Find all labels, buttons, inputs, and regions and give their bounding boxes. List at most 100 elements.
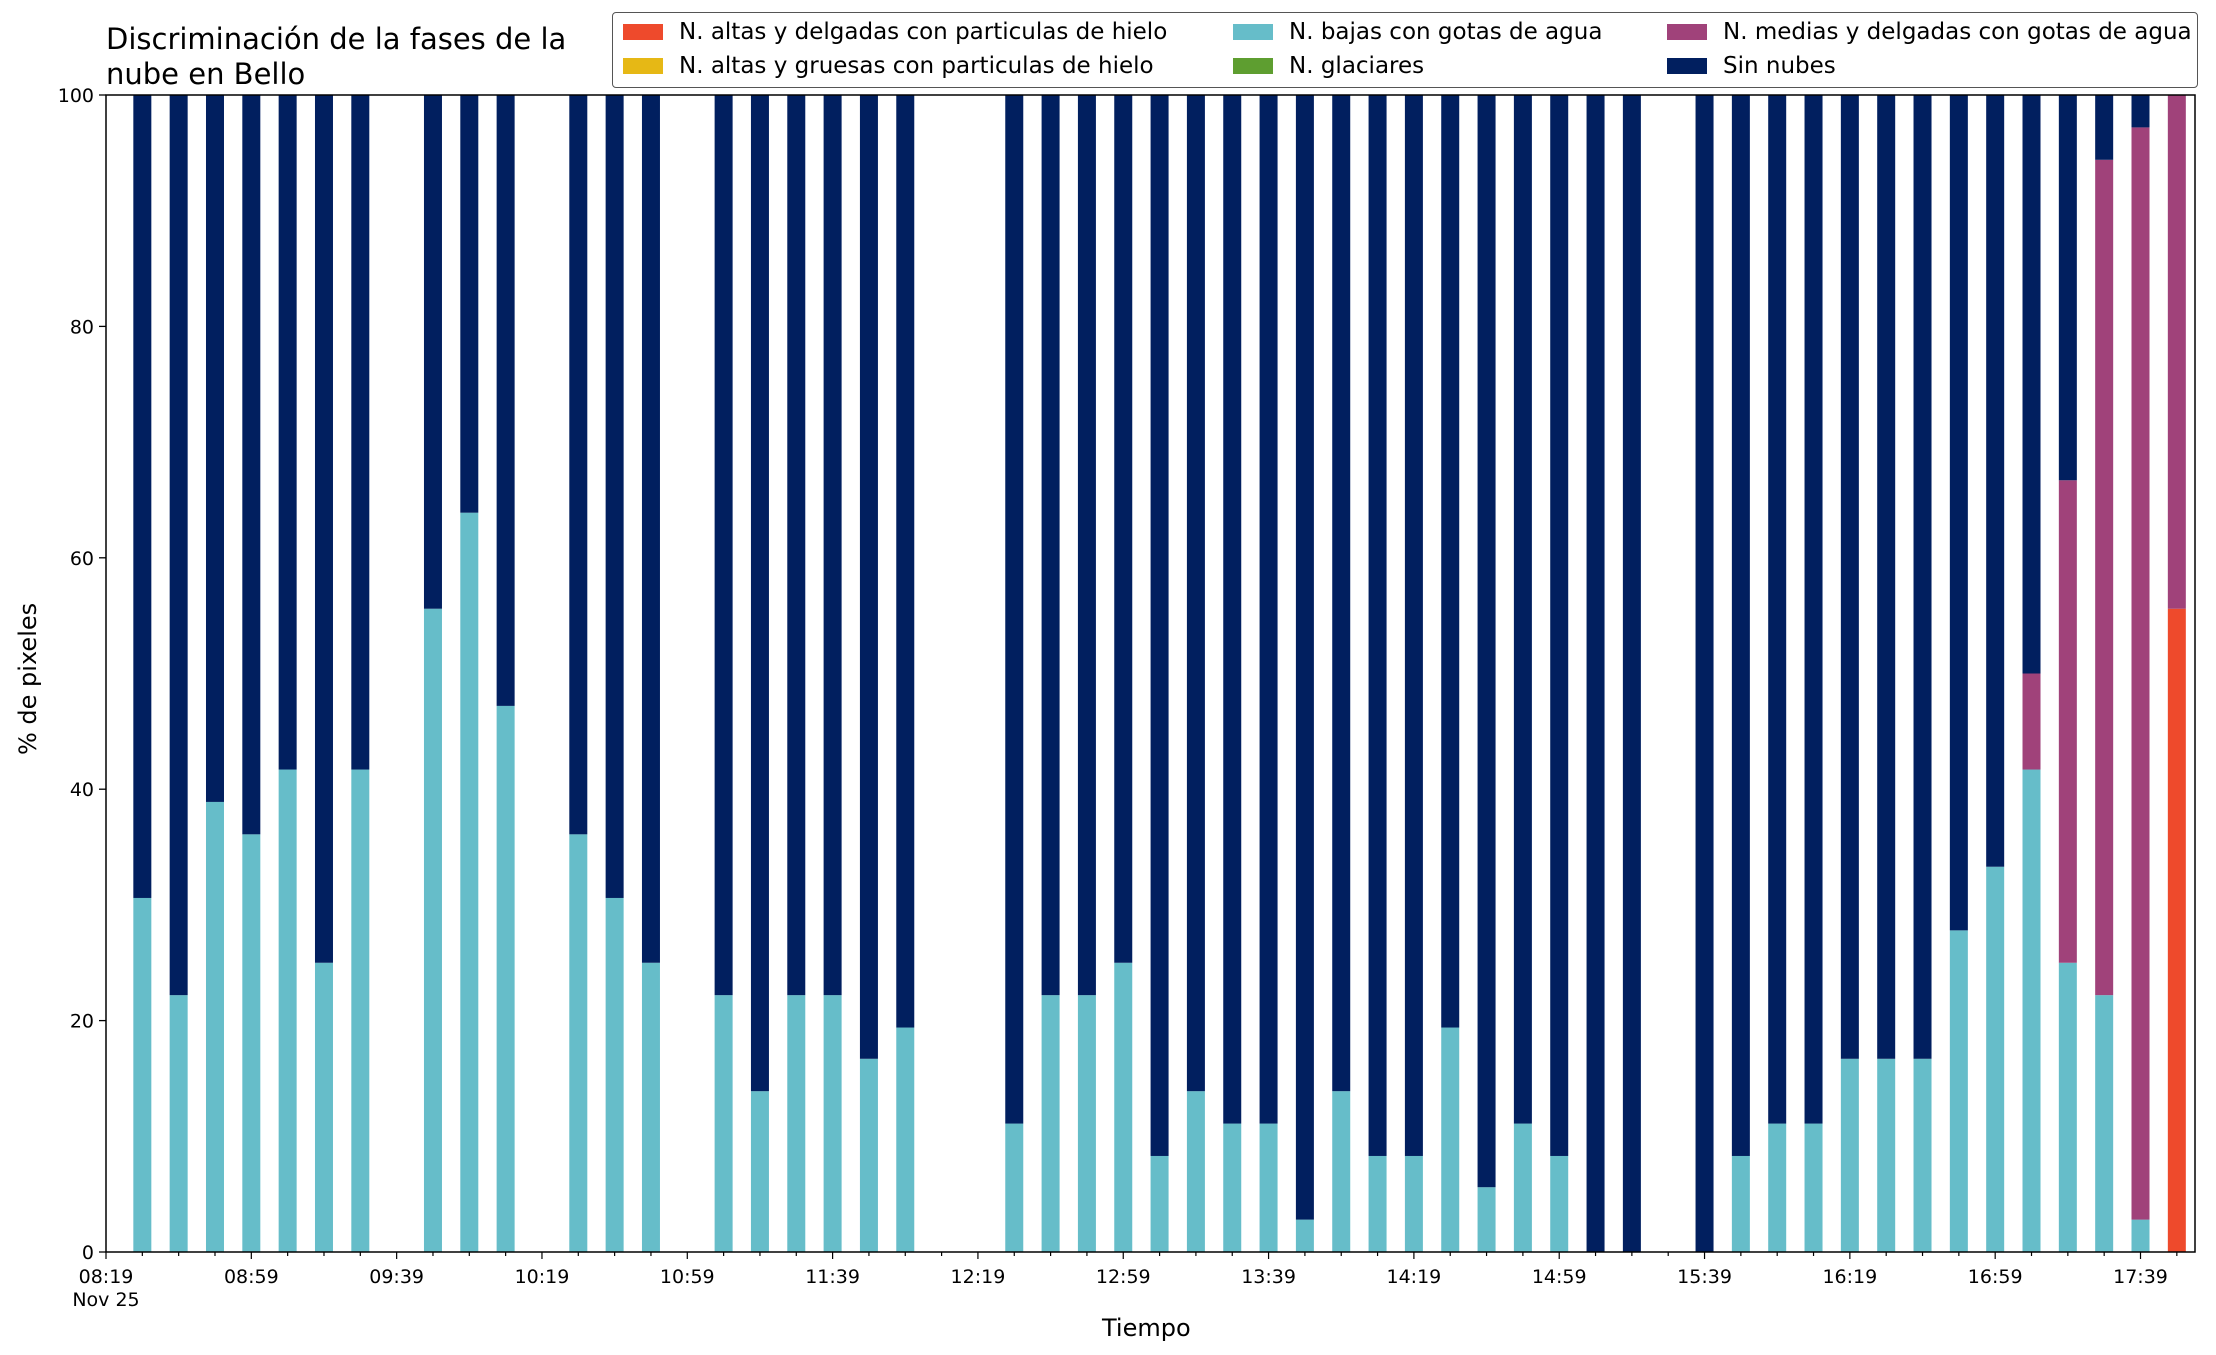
bar-segment <box>1186 95 1205 1092</box>
x-tick-label: 09:39 <box>369 1266 424 1288</box>
x-tick-label: 17:39 <box>2113 1266 2168 1288</box>
bar-segment <box>2058 480 2077 963</box>
bar-segment <box>2167 95 2186 609</box>
bar-segment <box>750 1091 769 1252</box>
bar-segment <box>496 95 515 706</box>
bar-segment <box>1586 95 1605 1252</box>
bar-segment <box>1804 95 1823 1124</box>
bar-segment <box>823 995 842 1252</box>
bar-segment <box>750 95 769 1092</box>
bar-segment <box>641 962 660 1252</box>
chart-title: Discriminación de la fases de la nube en… <box>106 22 567 91</box>
legend-label: Sin nubes <box>1723 53 1836 79</box>
bar-segment <box>605 95 624 898</box>
bar-segment <box>2095 95 2114 160</box>
bar-segment <box>1295 95 1314 1220</box>
bar-segment <box>2095 159 2114 996</box>
y-axis: 0 20 40 60 80 100 <box>58 85 106 1264</box>
bar-segment <box>1041 995 1060 1252</box>
bar-segment <box>1295 1219 1314 1252</box>
bar-segment <box>242 834 261 1252</box>
bar-segment <box>1877 95 1896 1059</box>
y-tick-label: 100 <box>58 85 94 107</box>
legend: N. altas y delgadas con particulas de hi… <box>612 12 2198 88</box>
legend-label: N. bajas con gotas de agua <box>1289 19 1603 45</box>
x-tick-label: 16:59 <box>1968 1266 2023 1288</box>
x-tick-label: 13:39 <box>1241 1266 1296 1288</box>
legend-swatch <box>1667 24 1707 40</box>
bar-segment <box>1005 1123 1024 1252</box>
bar-segment <box>1731 1155 1750 1252</box>
bar-segment <box>1513 1123 1532 1252</box>
bar-segment <box>278 769 297 1252</box>
legend-item-high-thick-ice: N. altas y gruesas con particulas de hie… <box>623 53 1154 79</box>
bar-segment <box>787 95 806 996</box>
bar-segment <box>496 705 515 1252</box>
x-axis-label: Tiempo <box>1102 1314 1191 1342</box>
bar-segment <box>423 608 442 1252</box>
legend-item-mid-thin-water: N. medias y delgadas con gotas de agua <box>1667 19 2192 45</box>
legend-item-clear-sky: Sin nubes <box>1667 53 1836 79</box>
legend-label: N. altas y delgadas con particulas de hi… <box>679 19 1168 45</box>
bar-segment <box>1404 95 1423 1156</box>
bar-segment <box>2167 608 2186 1252</box>
bar-segment <box>714 95 733 996</box>
bar-segment <box>2131 127 2150 1220</box>
x-tick-label: 11:39 <box>805 1266 860 1288</box>
bar-segment <box>1041 95 1060 996</box>
bar-segment <box>2095 995 2114 1252</box>
bar-segment <box>859 95 878 1059</box>
bar-segment <box>1986 95 2005 867</box>
bar-segment <box>1840 1058 1859 1252</box>
bar-segment <box>1404 1155 1423 1252</box>
x-tick-label: 14:19 <box>1387 1266 1442 1288</box>
bars-layer <box>133 95 2186 1252</box>
y-tick-label: 40 <box>70 779 94 801</box>
bar-segment <box>1877 1058 1896 1252</box>
bar-segment <box>1441 95 1460 1028</box>
bar-segment <box>1259 1123 1278 1252</box>
bar-segment <box>1441 1027 1460 1252</box>
bar-segment <box>2131 95 2150 128</box>
bar-segment <box>1840 95 1859 1059</box>
bar-segment <box>1332 1091 1351 1252</box>
bar-segment <box>1150 95 1169 1156</box>
x-tick-label: 14:59 <box>1532 1266 1587 1288</box>
bar-segment <box>2022 769 2041 1252</box>
bar-segment <box>1913 1058 1932 1252</box>
bar-segment <box>896 95 915 1028</box>
bar-segment <box>1368 1155 1387 1252</box>
bar-segment <box>641 95 660 963</box>
y-tick-label: 60 <box>70 548 94 570</box>
bar-segment <box>169 95 188 996</box>
bar-segment <box>351 769 370 1252</box>
x-tick-label: 15:39 <box>1677 1266 1732 1288</box>
bar-segment <box>1949 95 1968 931</box>
bar-segment <box>1731 95 1750 1156</box>
x-tick-label: 16:19 <box>1822 1266 1877 1288</box>
bar-segment <box>2131 1219 2150 1252</box>
bar-segment <box>1223 95 1242 1124</box>
x-tick-label: 12:19 <box>951 1266 1006 1288</box>
bar-segment <box>2022 673 2041 770</box>
x-axis: 08:19 Nov 25 08:59 09:39 10:19 10:59 11:39 12:1… <box>72 1252 2178 1311</box>
bar-segment <box>1332 95 1351 1092</box>
bar-segment <box>714 995 733 1252</box>
bar-segment <box>205 801 224 1252</box>
bar-segment <box>2058 95 2077 481</box>
legend-item-high-thin-ice: N. altas y delgadas con particulas de hi… <box>623 19 1167 45</box>
bar-segment <box>1804 1123 1823 1252</box>
x-tick-label: 10:59 <box>660 1266 715 1288</box>
legend-swatch <box>623 58 663 74</box>
x-tick-label: 08:59 <box>224 1266 279 1288</box>
bar-segment <box>569 834 588 1252</box>
bar-segment <box>787 995 806 1252</box>
bar-segment <box>314 95 333 963</box>
bar-segment <box>605 897 624 1252</box>
bar-segment <box>205 95 224 802</box>
bar-segment <box>1186 1091 1205 1252</box>
bar-segment <box>423 95 442 609</box>
y-tick-label: 80 <box>70 316 94 338</box>
bar-segment <box>1077 95 1096 996</box>
bar-segment <box>569 95 588 835</box>
